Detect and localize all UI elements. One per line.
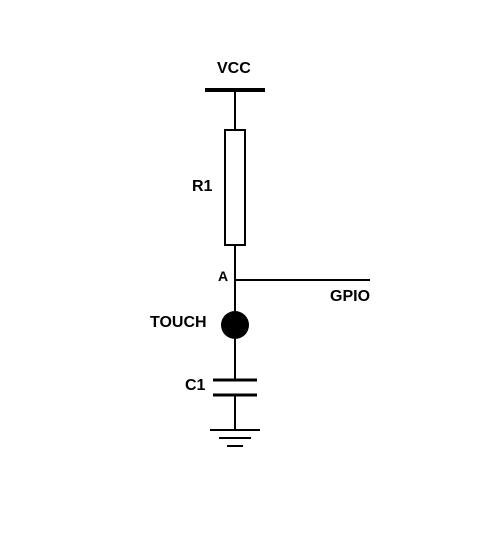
label-c1: C1 <box>185 377 205 395</box>
label-r1: R1 <box>192 178 212 196</box>
circuit-diagram: VCC R1 A GPIO TOUCH C1 <box>0 0 500 538</box>
label-vcc: VCC <box>217 60 251 78</box>
label-gpio: GPIO <box>330 288 370 306</box>
label-a: A <box>218 268 228 284</box>
circuit-svg <box>0 0 500 538</box>
label-touch: TOUCH <box>150 314 207 332</box>
